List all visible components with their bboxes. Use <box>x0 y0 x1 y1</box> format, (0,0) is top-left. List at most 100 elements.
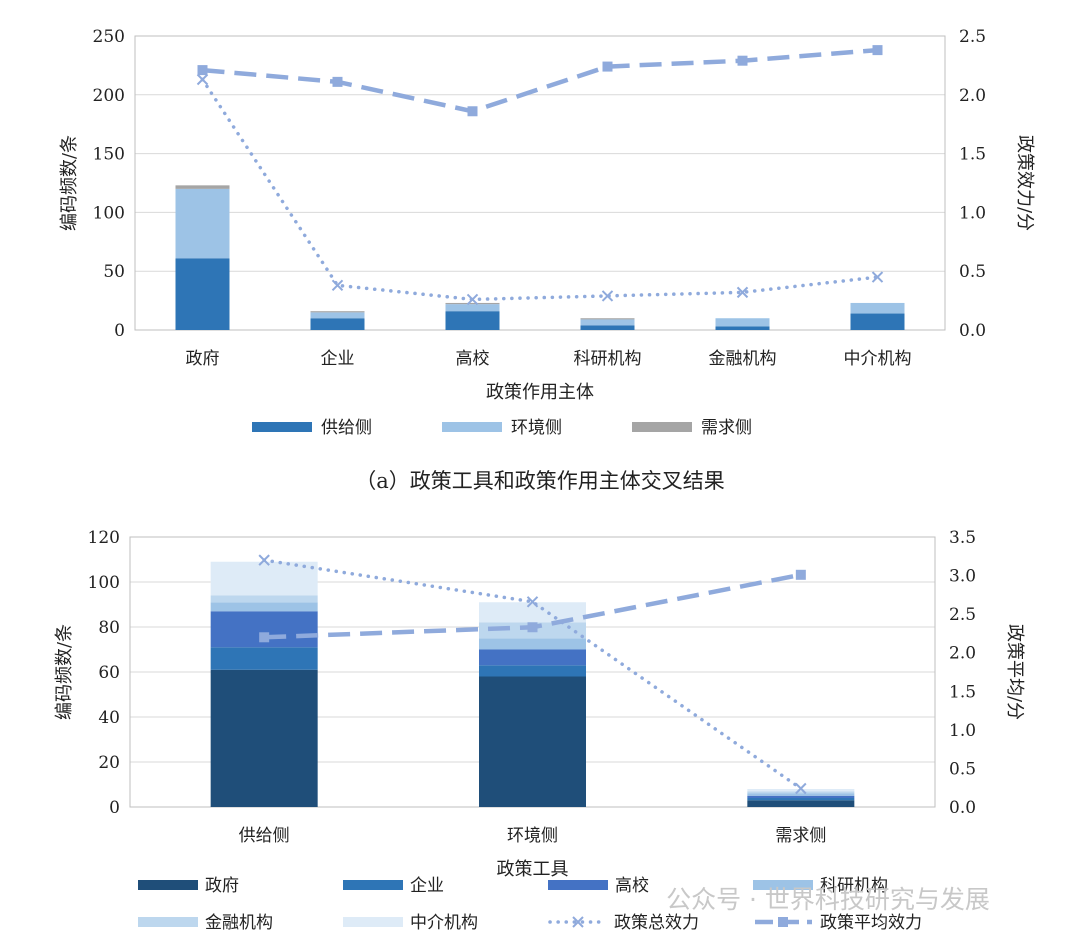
bar-segment <box>479 602 586 623</box>
x-tick-label: 金融机构 <box>709 349 777 369</box>
plot-frame <box>134 35 946 331</box>
avg-effect-point <box>332 76 343 87</box>
total-effect-point <box>795 782 807 795</box>
y2-tick-label: 1.5 <box>959 145 986 165</box>
y-tick-label: 120 <box>88 528 120 548</box>
bar-segment <box>479 638 586 650</box>
legend-marker <box>572 916 584 928</box>
legend-label: 供给侧 <box>321 418 372 438</box>
bar-segment <box>580 319 635 326</box>
x-tick-label: 环境侧 <box>507 826 558 846</box>
y2-tick-label: 2.5 <box>949 605 976 625</box>
bar-segment <box>445 311 500 330</box>
legend-label: 企业 <box>410 876 444 896</box>
bar-segment <box>210 647 318 670</box>
total-effect-point <box>736 286 749 299</box>
y2-tick-label: 0.5 <box>949 759 976 779</box>
y2-tick-label: 2.0 <box>949 644 976 664</box>
total-effect-point <box>871 271 884 283</box>
legend-label: 高校 <box>615 876 649 896</box>
legend-swatch <box>343 880 403 890</box>
avg-effect-line <box>202 47 878 114</box>
y-tick-label: 150 <box>93 145 125 165</box>
bar-segment <box>580 325 635 330</box>
bar-segment <box>850 302 905 314</box>
y2-tick-label: 1.0 <box>959 203 986 223</box>
x-tick-label: 高校 <box>456 349 490 369</box>
bar-segment <box>747 789 855 792</box>
legend-swatch <box>442 422 502 432</box>
total-effect-point <box>331 279 344 292</box>
y-tick-label: 0 <box>109 798 120 818</box>
bar-segment <box>479 649 586 666</box>
legend-swatch <box>753 880 813 890</box>
legend-label: 政府 <box>205 876 239 896</box>
bar-segment <box>175 258 230 330</box>
avg-effect-point <box>737 55 748 66</box>
y2-tick-label: 1.5 <box>949 682 976 702</box>
y2-tick-label: 0.0 <box>959 321 986 341</box>
legend-label: 政策平均效力 <box>820 913 922 933</box>
total-effect-line <box>262 558 803 791</box>
legend-label: 需求侧 <box>701 418 752 438</box>
bar-segment <box>715 318 770 327</box>
legend-label: 中介机构 <box>410 913 478 933</box>
total-effect-point <box>601 290 614 302</box>
y2-tick-label: 3.5 <box>949 528 976 548</box>
y-tick-label: 0 <box>114 321 125 341</box>
legend-label: 科研机构 <box>820 876 888 896</box>
legend-swatch <box>138 880 198 890</box>
chart-b: 0 20 40 60 80 100 120 0.0 0.5 1.0 1.5 2.0 2.5 3.0 3.5 供… <box>54 528 1025 880</box>
legend-swatch <box>252 422 312 432</box>
y-axis-title: 编码频数/条 <box>54 624 75 720</box>
total-effect-point <box>466 293 479 306</box>
bar-segment <box>747 793 855 796</box>
bar-segment <box>747 798 855 801</box>
bar-segment <box>445 304 500 312</box>
x-tick-label: 供给侧 <box>239 826 290 846</box>
y-axis-title: 编码频数/条 <box>59 135 80 231</box>
bar-segment <box>580 318 635 320</box>
x-axis-title: 政策作用主体 <box>486 382 594 403</box>
x-tick-label: 中介机构 <box>844 349 912 369</box>
legend-swatch <box>548 880 608 890</box>
chart-a: 0 50 100 150 200 250 0.0 0.5 1.0 1.5 2.0 2.5 政府 企业 高校 科… <box>59 27 1035 403</box>
y-tick-label: 60 <box>98 663 120 683</box>
x-tick-label: 政府 <box>186 349 220 369</box>
bar-segment <box>445 302 500 305</box>
legend-a: 供给侧 环境侧 需求侧 <box>252 418 752 438</box>
legend-swatch <box>138 917 198 927</box>
bar-segment <box>715 326 770 330</box>
bar-segment <box>210 669 318 807</box>
x-tick-label: 科研机构 <box>574 349 642 369</box>
y-tick-label: 100 <box>93 203 125 223</box>
bar-segment <box>747 795 855 798</box>
y-tick-label: 100 <box>88 573 120 593</box>
bar-segment <box>747 800 855 807</box>
bar-segment <box>479 676 586 807</box>
y2-tick-label: 3.0 <box>949 567 976 587</box>
x-tick-label: 企业 <box>321 349 355 369</box>
y-tick-label: 40 <box>98 708 120 728</box>
bar-segment <box>310 311 365 313</box>
avg-effect-point <box>872 45 883 56</box>
bar-segment <box>310 312 365 319</box>
legend-label: 环境侧 <box>511 418 562 438</box>
avg-effect-point <box>467 106 478 117</box>
bar-segment <box>210 602 318 612</box>
bar-segment <box>479 665 586 677</box>
bar-segment <box>850 313 905 330</box>
y2-axis-title: 政策平均/分 <box>1004 624 1025 720</box>
y2-tick-label: 2.0 <box>959 86 986 106</box>
avg-effect-point <box>259 632 270 643</box>
legend-label: 政策总效力 <box>614 913 699 933</box>
y2-tick-label: 2.5 <box>959 27 986 47</box>
total-effect-line <box>200 77 880 302</box>
caption-a: （a）政策工具和政策作用主体交叉结果 <box>355 469 725 493</box>
bar-segment <box>175 185 230 189</box>
y2-axis-title: 政策效力/分 <box>1014 135 1035 231</box>
avg-effect-point <box>527 622 538 633</box>
bar-segment <box>175 188 230 259</box>
